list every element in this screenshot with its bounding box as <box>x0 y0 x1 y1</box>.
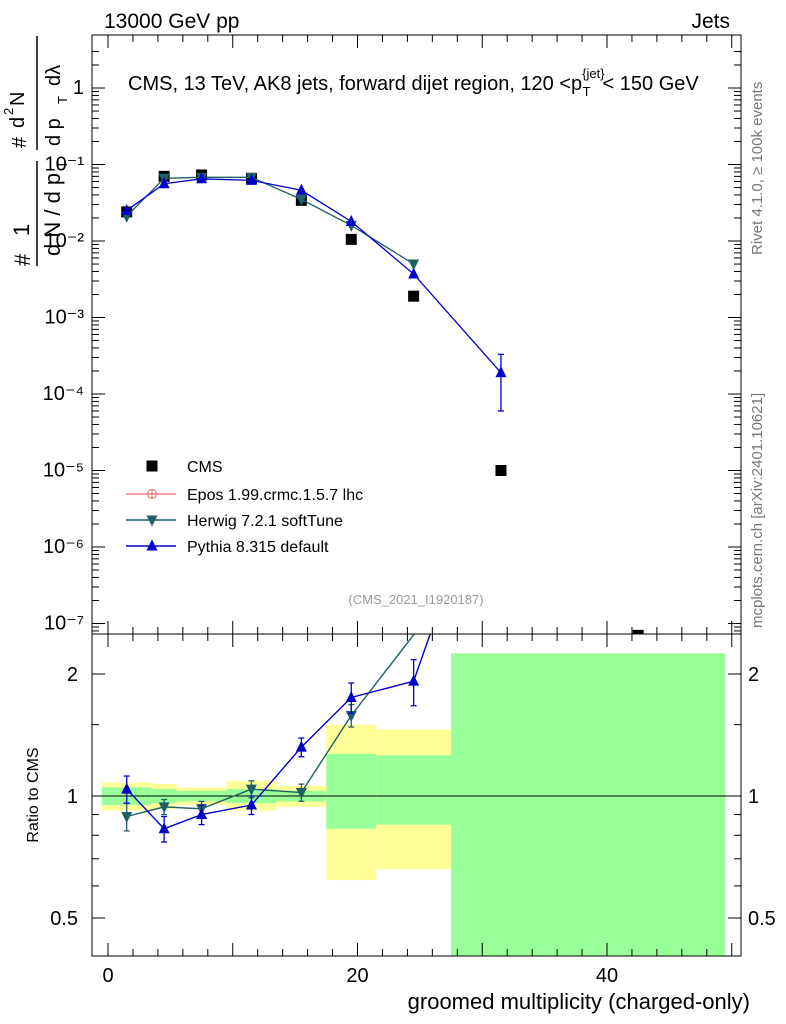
svg-text:dλ: dλ <box>43 65 65 86</box>
series-pythia <box>121 172 507 412</box>
legend-label: Epos 1.99.crmc.1.5.7 lhc <box>187 487 363 504</box>
ratio-series-line <box>126 634 431 830</box>
data-point <box>408 267 420 279</box>
svg-text:1: 1 <box>9 224 34 236</box>
category-label: Jets <box>691 10 730 33</box>
plot-title: CMS, 13 TeV, AK8 jets, forward dijet reg… <box>128 66 699 99</box>
legend-label: Herwig 7.2.1 softTune <box>187 513 343 530</box>
y-tick-label: 10⁻⁷ <box>44 613 84 635</box>
svg-text:T: T <box>55 96 70 104</box>
y-tick-label: 10⁻⁵ <box>43 460 84 482</box>
main-data-layer <box>121 169 644 634</box>
ratio-data-point <box>245 798 257 810</box>
ratio-data-point <box>196 808 208 820</box>
data-point <box>245 173 257 185</box>
ratio-y-tick-label: 0.5 <box>50 908 78 930</box>
legend: CMS Epos 1.99.crmc.1.5.7 lhc Herwig 7.2.1 … <box>126 459 363 556</box>
rivet-version-label: Rivet 4.1.0, ≥ 100k events <box>749 82 766 255</box>
legend-label: Pythia 8.315 default <box>187 539 329 556</box>
green-band <box>326 753 377 829</box>
svg-text:d: d <box>7 117 29 128</box>
ratio-y-tick-label-right: 1 <box>748 786 759 808</box>
svg-text:d N / d p: d N / d p <box>40 173 65 256</box>
legend-entry: Herwig 7.2.1 softTune <box>126 513 343 530</box>
main-y-axis-label: # 1 d N / d p T # d 2 N d p T dλ <box>1 36 70 266</box>
ratio-data-point <box>408 674 420 686</box>
ratio-data-point <box>121 812 133 824</box>
legend-marker <box>146 515 158 527</box>
data-point <box>295 194 307 206</box>
ratio-data-point <box>158 802 170 814</box>
ratio-axis-ticks: 0.5 0.51 12 20 20 40 <box>50 634 776 987</box>
green-band <box>451 653 726 956</box>
mcplots-source-label: mcplots.cern.ch [arXiv:2401.10621] <box>749 393 766 628</box>
svg-text:#: # <box>10 253 35 266</box>
main-axis-ticks: 1 10⁻¹ 10⁻² 10⁻³ 10⁻⁴ 10⁻⁵ 10⁻⁶ 10⁻⁷ <box>43 35 741 635</box>
data-point <box>196 172 208 184</box>
ratio-data-point <box>295 740 307 752</box>
ratio-y-tick-label-right: 2 <box>748 664 759 686</box>
ratio-data-point <box>121 782 133 794</box>
svg-text:T: T <box>54 160 70 169</box>
y-tick-label: 10⁻⁶ <box>43 536 84 558</box>
data-point <box>408 259 420 271</box>
y-tick-label: 10⁻² <box>45 230 85 252</box>
ratio-panel-frame <box>91 633 742 957</box>
legend-label: CMS <box>187 459 223 476</box>
ratio-data-point <box>345 691 357 703</box>
ratio-y-tick-label: 2 <box>67 664 78 686</box>
data-point <box>495 465 507 476</box>
green-band <box>376 755 452 825</box>
analysis-watermark: (CMS_2021_I1920187) <box>348 592 483 607</box>
legend-entry: Pythia 8.315 default <box>126 539 329 556</box>
data-point <box>495 366 507 378</box>
legend-marker <box>146 488 158 500</box>
ratio-y-tick-label-right: 0.5 <box>748 908 776 930</box>
x-tick-label: 20 <box>346 965 368 987</box>
data-point <box>345 214 357 226</box>
series-cms <box>121 169 644 634</box>
series-line <box>126 178 502 374</box>
y-tick-label: 10⁻⁴ <box>43 383 84 405</box>
ratio-data-point <box>295 788 307 800</box>
svg-text:2: 2 <box>1 108 16 115</box>
data-point <box>295 183 307 195</box>
data-point <box>121 204 133 216</box>
legend-entry: CMS <box>146 459 223 476</box>
legend-entry: Epos 1.99.crmc.1.5.7 lhc <box>126 487 363 504</box>
svg-text:#: # <box>9 136 31 148</box>
ratio-y-tick-label: 1 <box>67 786 78 808</box>
x-axis-label: groomed multiplicity (charged-only) <box>408 989 750 1014</box>
ratio-data-point <box>245 784 257 796</box>
data-point <box>408 290 420 302</box>
series-line <box>126 176 414 265</box>
legend-marker <box>146 460 158 472</box>
ratio-data-point <box>158 822 170 834</box>
ratio-series-pythia <box>121 634 431 843</box>
y-tick-label: 10⁻¹ <box>45 154 85 176</box>
y-tick-label: 10⁻³ <box>45 307 85 329</box>
process-label: 13000 GeV pp <box>104 10 239 33</box>
data-point <box>345 233 357 245</box>
svg-text:d p: d p <box>43 118 65 146</box>
x-tick-label: 40 <box>596 965 618 987</box>
svg-text:N: N <box>7 92 29 106</box>
y-tick-label: 1 <box>73 77 84 99</box>
data-point <box>158 177 170 189</box>
ratio-data-layer <box>121 634 431 843</box>
x-tick-label: 0 <box>102 965 113 987</box>
data-point <box>632 629 644 634</box>
legend-marker <box>146 539 158 551</box>
ratio-y-axis-label: Ratio to CMS <box>25 747 42 842</box>
